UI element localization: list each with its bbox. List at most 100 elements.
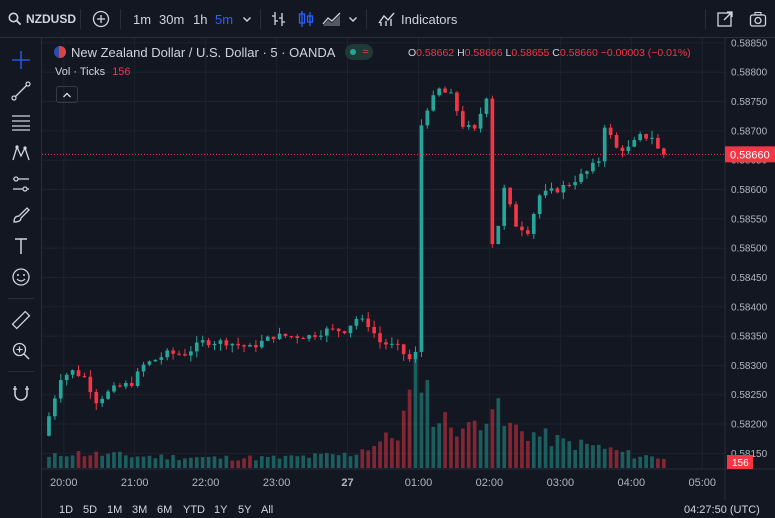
- interval-1h[interactable]: 1h: [193, 0, 207, 38]
- volume-bar: [537, 436, 542, 468]
- fib-icon: [12, 115, 30, 131]
- candle-body: [289, 336, 294, 338]
- trendline-icon: [11, 81, 31, 101]
- interval-5m-active[interactable]: 5m: [215, 0, 233, 38]
- projection-tool[interactable]: [9, 172, 33, 196]
- range-5d[interactable]: 5D: [83, 504, 98, 516]
- interval-30m[interactable]: 30m: [159, 0, 184, 38]
- time-tick-label: 05:00: [688, 477, 716, 489]
- trendline-tool[interactable]: [9, 79, 33, 103]
- time-tick-label: 23:00: [263, 477, 291, 489]
- close-value: 0.58660: [559, 47, 598, 59]
- change-value: −0.00003 (−0.01%): [600, 47, 691, 59]
- volume-bar: [218, 458, 223, 468]
- time-tick-label: 02:00: [476, 477, 504, 489]
- candle-body: [496, 225, 501, 245]
- interval-30m-label: 30m: [159, 11, 185, 27]
- volume-badge-text: 156: [732, 458, 749, 469]
- candle-body: [567, 184, 572, 186]
- fullscreen-button[interactable]: [716, 0, 734, 38]
- emoji-icon: [12, 268, 30, 286]
- volume-bar: [384, 432, 388, 468]
- chart-type-dropdown[interactable]: [348, 0, 358, 38]
- candle-body: [47, 416, 51, 436]
- indicators-button[interactable]: Indicators: [378, 0, 457, 38]
- candle-body: [520, 226, 524, 231]
- emoji-tool[interactable]: [9, 265, 33, 289]
- candle-style-button[interactable]: [296, 0, 316, 38]
- volume-bar: [230, 460, 235, 468]
- symbol-search[interactable]: NZDUSD: [8, 0, 76, 38]
- utc-clock[interactable]: 04:27:50 (UTC): [684, 504, 760, 516]
- candle-body: [561, 184, 566, 193]
- interval-dropdown[interactable]: [242, 0, 252, 38]
- range-all[interactable]: All: [261, 504, 274, 516]
- range-3m[interactable]: 3M: [132, 504, 148, 516]
- time-tick-label: 01:00: [405, 477, 433, 489]
- range-5y[interactable]: 5Y: [238, 504, 252, 516]
- crosshair-tool[interactable]: [9, 48, 33, 72]
- volume-bar: [307, 457, 311, 468]
- volume-bar: [478, 430, 483, 468]
- candle-body: [573, 182, 577, 186]
- zoom-in-tool[interactable]: [9, 339, 33, 363]
- magnet-icon: [13, 386, 29, 401]
- range-1y[interactable]: 1Y: [214, 504, 228, 516]
- volume-label: Vol · Ticks: [55, 66, 106, 78]
- price-tick-label: 0.58350: [731, 332, 768, 343]
- low-label: L: [505, 47, 512, 59]
- candle-body: [431, 95, 436, 111]
- volume-bar: [354, 454, 359, 468]
- candle-body: [354, 318, 359, 326]
- fib-tool[interactable]: [9, 110, 33, 134]
- text-tool[interactable]: [9, 234, 33, 258]
- volume-bar: [289, 455, 294, 468]
- candle-body: [224, 340, 229, 346]
- chevron-up-icon: [63, 92, 71, 97]
- open-label: O: [408, 47, 417, 59]
- volume-bar: [147, 455, 152, 468]
- magnet-tool[interactable]: [9, 381, 33, 405]
- chevron-down-icon: [243, 17, 251, 22]
- volume-bar: [508, 422, 512, 468]
- candle-body: [395, 343, 400, 345]
- candle-body: [508, 187, 512, 205]
- volume-bar: [460, 428, 465, 468]
- range-ytd[interactable]: YTD: [183, 504, 205, 516]
- volume-bar: [236, 460, 240, 468]
- collapse-legend-button[interactable]: [56, 86, 78, 103]
- candle-body: [319, 335, 323, 337]
- range-1d[interactable]: 1D: [59, 504, 74, 516]
- candle-body: [591, 162, 595, 172]
- last-price-badge: [725, 146, 775, 163]
- range-6m[interactable]: 6M: [157, 504, 173, 516]
- price-tick-label: 0.58200: [731, 420, 768, 431]
- screenshot-button[interactable]: [749, 0, 767, 38]
- brush-icon: [13, 207, 30, 223]
- market-status[interactable]: ≈: [345, 44, 374, 60]
- volume-bar: [70, 455, 75, 468]
- volume-bar: [650, 456, 654, 468]
- time-tick-label: 21:00: [121, 477, 149, 489]
- volume-bar: [579, 439, 583, 468]
- volume-bar: [313, 453, 317, 468]
- volume-bar: [200, 457, 205, 468]
- brush-tool[interactable]: [9, 203, 33, 227]
- bar-style-button[interactable]: [270, 0, 288, 38]
- interval-1m[interactable]: 1m: [133, 0, 151, 38]
- search-icon: [8, 12, 22, 26]
- area-style-button[interactable]: [322, 0, 342, 38]
- text-icon: [15, 238, 27, 254]
- compare-button[interactable]: [92, 0, 110, 38]
- projection-icon: [13, 176, 29, 192]
- range-1m[interactable]: 1M: [107, 504, 123, 516]
- candle-body: [265, 336, 270, 341]
- ruler-tool[interactable]: [9, 308, 33, 332]
- volume-bar: [135, 456, 140, 468]
- pattern-tool[interactable]: [9, 141, 33, 165]
- volume-badge: [727, 455, 753, 469]
- candle-body: [153, 359, 158, 362]
- candle-body: [118, 385, 122, 387]
- volume-bar: [390, 438, 394, 468]
